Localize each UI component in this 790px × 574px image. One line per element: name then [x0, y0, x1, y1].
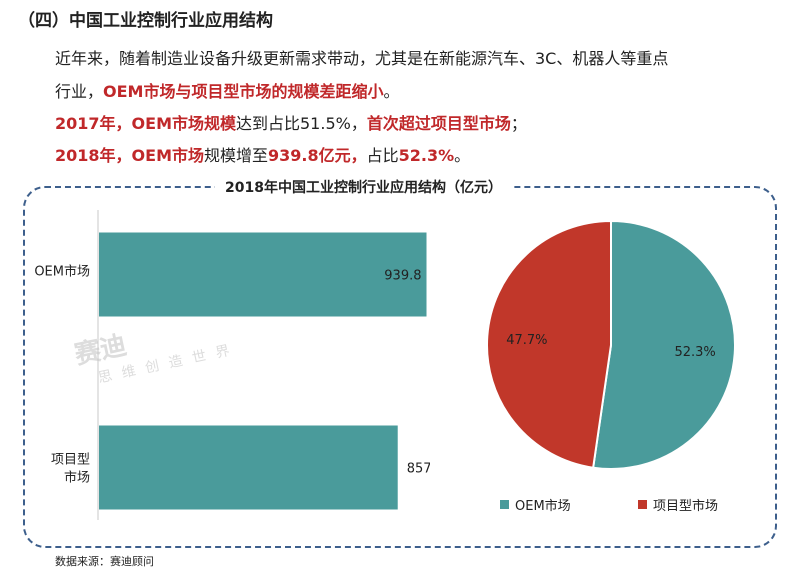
paragraph-text: 规模增至	[204, 146, 269, 165]
data-source: 数据来源：赛迪顾问	[55, 555, 154, 568]
paragraph-line-1: 近年来，随着制造业设备升级更新需求带动，尤其是在新能源汽车、3C、机器人等重点	[55, 45, 668, 69]
chart-title: 2018年中国工业控制行业应用结构（亿元）	[215, 177, 512, 197]
pie-slice	[592, 219, 737, 470]
paragraph-text: 近年来，随着制造业设备升级更新需求带动，尤其是在新能源汽车、3C、机器人等重点	[55, 49, 669, 68]
pie-value-label: 52.3%	[674, 345, 715, 360]
legend-item-project: 项目型市场	[638, 495, 718, 514]
highlight-text: 52.3%	[398, 146, 455, 165]
highlight-text: 2018年，OEM市场	[55, 146, 204, 165]
paragraph-text: 行业，	[55, 82, 104, 101]
bar	[99, 232, 427, 317]
highlight-text: 2017年，OEM市场规模	[55, 114, 236, 133]
category-label: 市场	[64, 470, 90, 486]
legend-item-oem: OEM市场	[500, 495, 571, 514]
category-label: OEM市场	[34, 264, 90, 280]
highlight-text: 939.8亿元，	[268, 146, 367, 165]
paragraph-text: ；	[510, 114, 527, 133]
bar-chart: 939.8 OEM市场 857.2 项目型市场	[34, 210, 430, 520]
paragraph-text: 。	[454, 146, 471, 165]
bar-value-label: 857.2	[407, 462, 430, 477]
paragraph-line-4: 2018年，OEM市场规模增至939.8亿元，占比52.3%。	[55, 142, 470, 166]
highlight-text: 首次超过项目型市场	[366, 114, 511, 133]
legend-swatch	[500, 500, 509, 509]
legend-swatch	[638, 500, 647, 509]
bar-value-label: 939.8	[384, 269, 421, 284]
category-label: 项目型	[51, 453, 90, 468]
legend-label: 项目型市场	[653, 499, 719, 514]
pie-slice	[486, 219, 612, 469]
paragraph-text: 。	[383, 82, 400, 101]
legend-label: OEM市场	[515, 499, 571, 514]
highlight-text: OEM市场与项目型市场的规模差距缩小	[103, 82, 384, 101]
paragraph-text: 达到占比51.5%，	[236, 114, 367, 133]
paragraph-line-2: 行业，OEM市场与项目型市场的规模差距缩小。	[55, 78, 400, 102]
section-heading: （四）中国工业控制行业应用结构	[18, 11, 273, 31]
paragraph-text: 占比	[366, 146, 399, 165]
pie-value-label: 47.7%	[506, 333, 547, 348]
pie-chart: 52.3% 47.7%	[486, 219, 737, 470]
bar	[99, 425, 398, 510]
paragraph-line-3: 2017年，OEM市场规模达到占比51.5%，首次超过项目型市场；	[55, 110, 527, 134]
